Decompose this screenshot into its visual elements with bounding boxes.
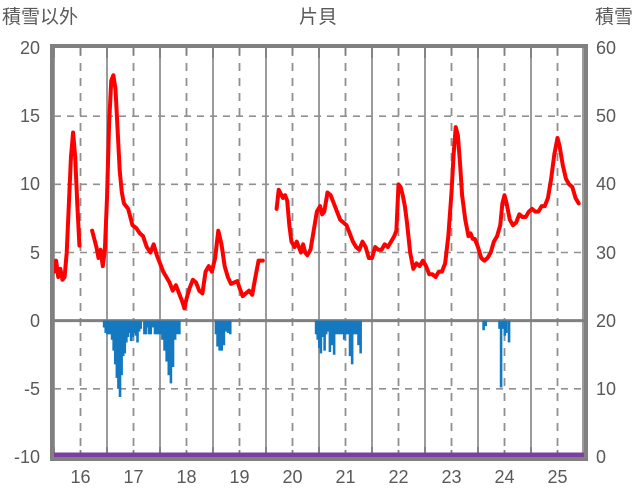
x-tick-18: 18 (176, 467, 197, 487)
y-tick-left-0: 0 (29, 310, 40, 331)
gridlines (54, 48, 584, 457)
x-tick-17: 17 (123, 467, 144, 487)
y-tick-right-30: 30 (596, 242, 617, 263)
x-tick-19: 19 (229, 467, 250, 487)
y-tick-left-neg5: -5 (23, 378, 40, 399)
plot-area (50, 44, 588, 461)
x-tick-24: 24 (494, 467, 515, 487)
y-tick-left-neg10: -10 (13, 447, 40, 467)
chart-canvas (54, 48, 584, 457)
y-tick-left-20: 20 (19, 38, 40, 58)
y-tick-right-40: 40 (596, 174, 617, 195)
y-tick-right-60: 60 (596, 38, 617, 58)
left-axis-title: 積雪以外 (2, 7, 79, 28)
y-tick-left-10: 10 (19, 174, 40, 195)
x-tick-22: 22 (388, 467, 409, 487)
x-tick-25: 25 (547, 467, 568, 487)
snow-depth-bars (102, 320, 511, 398)
x-tick-21: 21 (335, 467, 356, 487)
y-tick-right-0: 0 (596, 447, 607, 467)
y-tick-right-10: 10 (596, 378, 617, 399)
y-tick-right-20: 20 (596, 310, 617, 331)
y-tick-left-5: 5 (29, 242, 40, 263)
x-tick-20: 20 (282, 467, 303, 487)
x-tick-16: 16 (70, 467, 91, 487)
x-tick-23: 23 (441, 467, 462, 487)
chart-title: 片貝 (298, 7, 337, 28)
y-tick-left-15: 15 (19, 106, 40, 127)
red-series-line (54, 73, 581, 311)
plot-inner (54, 48, 584, 457)
right-axis-title: 積雪 (594, 7, 633, 28)
y-tick-right-50: 50 (596, 106, 617, 127)
